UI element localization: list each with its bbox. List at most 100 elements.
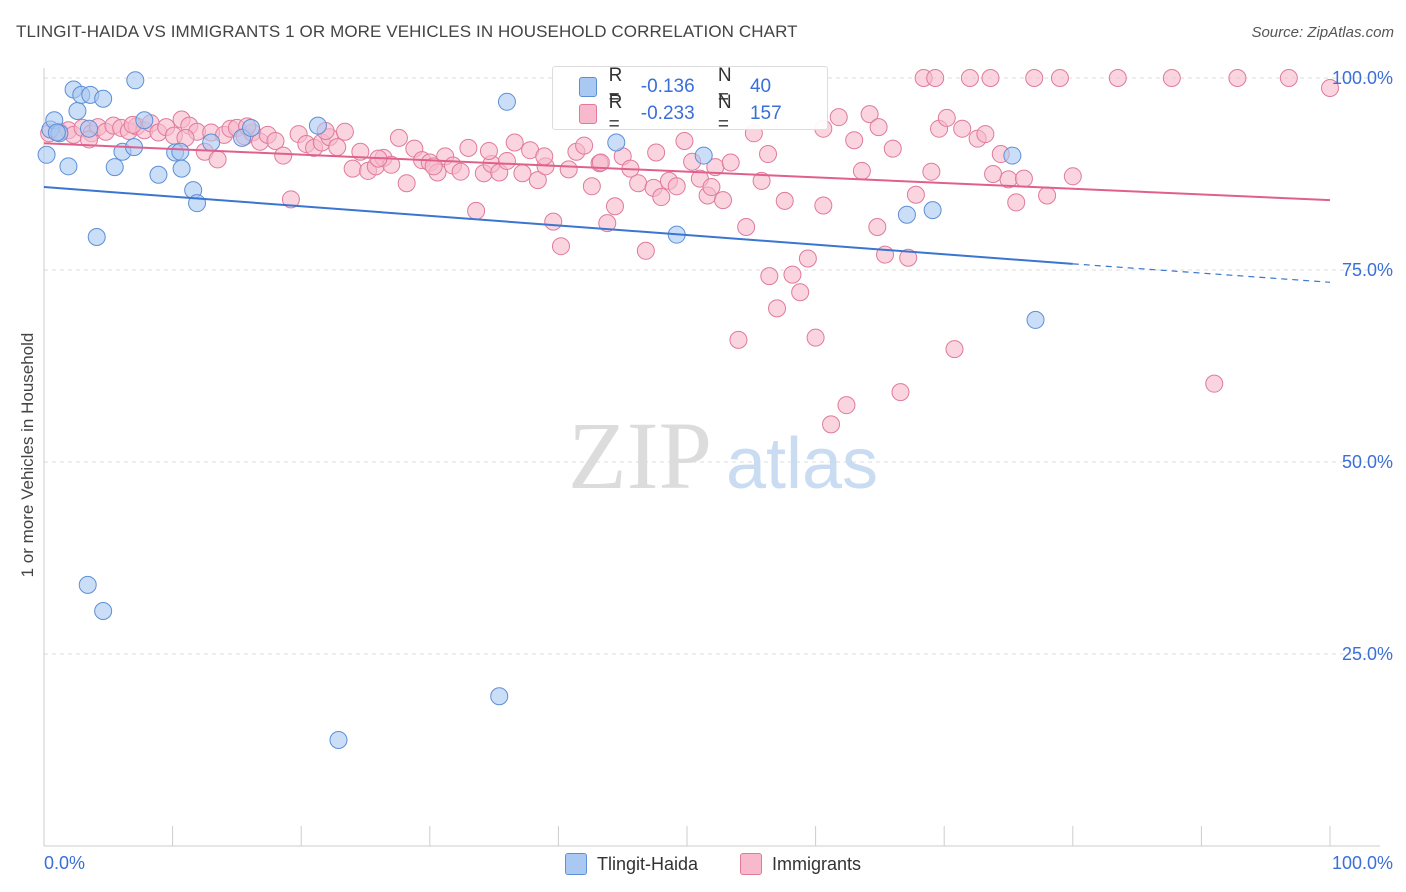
immigrants-point [1007,193,1026,212]
immigrants-point [328,138,347,157]
legend-r-value: -0.233 [640,103,695,124]
immigrants-point [953,119,972,138]
legend-r-value: -0.136 [640,76,695,97]
y-tick-label: 75.0% [1342,260,1393,280]
tlingit-haida-point [105,158,124,177]
immigrants-point [281,190,300,209]
tlingit-haida-point [202,133,221,152]
immigrants-point [647,143,666,162]
immigrants-point [497,151,516,170]
tlingit-haida-point [171,142,190,161]
tlingit-haida-point [242,118,261,137]
immigrants-point [798,249,817,268]
bottom-legend-label-tlingit: Tlingit-Haida [597,853,699,874]
immigrants-point [575,136,594,155]
x-tick-label: 0.0% [44,853,85,873]
immigrants-point [760,267,779,286]
tlingit-haida-point [490,687,509,706]
tlingit-haida-point [923,201,942,220]
tlingit-haida-point [59,157,78,176]
y-tick-label: 25.0% [1342,644,1393,664]
immigrants-point [822,415,841,434]
legend-swatch-immigrants [579,104,597,124]
tlingit-haida-point [78,575,97,594]
legend-row-immigrants: R = -0.233 N = 157 [579,92,827,135]
immigrants-point [984,165,1003,183]
immigrants-point [1162,69,1181,87]
legend-swatch-tlingit [579,77,597,97]
legend-n-label: N = [717,92,732,135]
tlingit-haida-point [1026,310,1045,329]
immigrants-point [922,162,941,181]
tick-labels: 25.0% 50.0% 75.0% 100.0% 0.0% 100.0% [44,68,1393,873]
immigrants-point [343,159,362,178]
tlingit-haida-point [126,71,145,90]
immigrants-point [1063,167,1082,186]
immigrants-point [960,69,979,87]
tlingit-haida-point [1003,146,1022,165]
tlingit-haida-point [68,102,87,121]
bottom-legend-swatch-tlingit [565,853,587,875]
immigrants-point [829,108,848,127]
immigrants-point [582,177,601,196]
immigrants-point [636,241,655,260]
tlingit-haida-point [135,111,154,130]
tlingit-haida-point [94,89,113,108]
tlingit-haida-point [37,145,56,164]
immigrants-point [544,212,563,231]
chart-title: TLINGIT-HAIDA VS IMMIGRANTS 1 OR MORE VE… [16,22,798,41]
immigrants-point [1228,69,1247,87]
tlingit-haida-point [94,601,113,620]
tlingit-haida-point [308,116,327,135]
tlingit-haida-point [497,92,516,111]
tlingit-haida-point [80,119,99,138]
immigrants-point [528,171,547,190]
immigrants-point [1321,78,1339,97]
immigrants-point [274,146,293,165]
watermark-zip: ZIP [568,402,712,509]
immigrants-point [459,138,478,157]
immigrants-point [1108,69,1127,87]
immigrants-point [737,217,756,236]
immigrants-point [899,248,918,267]
immigrants-point [208,150,227,169]
immigrants-point [479,141,498,160]
tlingit-haida-trend [43,186,1073,265]
axes [43,68,1380,847]
immigrants-point [837,396,856,415]
tlingit-haida-point [694,146,713,165]
immigrants-point [752,171,771,190]
immigrants-point [868,217,887,236]
y-tick-label: 50.0% [1342,452,1393,472]
bottom-legend-tlingit: Tlingit-Haida [565,852,698,876]
immigrants-point [852,161,871,180]
legend-n-value: 40 [749,76,772,97]
immigrants-point [976,125,995,144]
immigrants-point [424,157,443,176]
immigrants-point [266,131,285,150]
immigrants-point [891,383,910,402]
immigrants-point [806,328,825,347]
immigrants-point [926,69,945,87]
immigrants-point [667,177,686,196]
source-credit: Source: ZipAtlas.com [1251,24,1394,41]
immigrants-point [467,201,486,220]
immigrants-point [652,188,671,207]
immigrants-point [721,153,740,172]
bottom-legend-immigrants: Immigrants [740,852,861,876]
watermark-atlas: atlas [726,424,878,504]
immigrants-point [714,191,733,210]
y-tick-label: 100.0% [1332,68,1393,88]
legend-r-label: R = [608,65,623,108]
immigrants-point [629,174,648,193]
tlingit-haida-point [897,205,916,224]
immigrants-point [768,299,787,318]
immigrants-point [605,197,624,216]
immigrants-point [1205,374,1224,393]
immigrants-point [551,237,570,256]
immigrants-point [505,133,524,152]
immigrants-point [1014,169,1033,188]
immigrants-point [869,118,888,137]
immigrants-point [945,340,964,359]
